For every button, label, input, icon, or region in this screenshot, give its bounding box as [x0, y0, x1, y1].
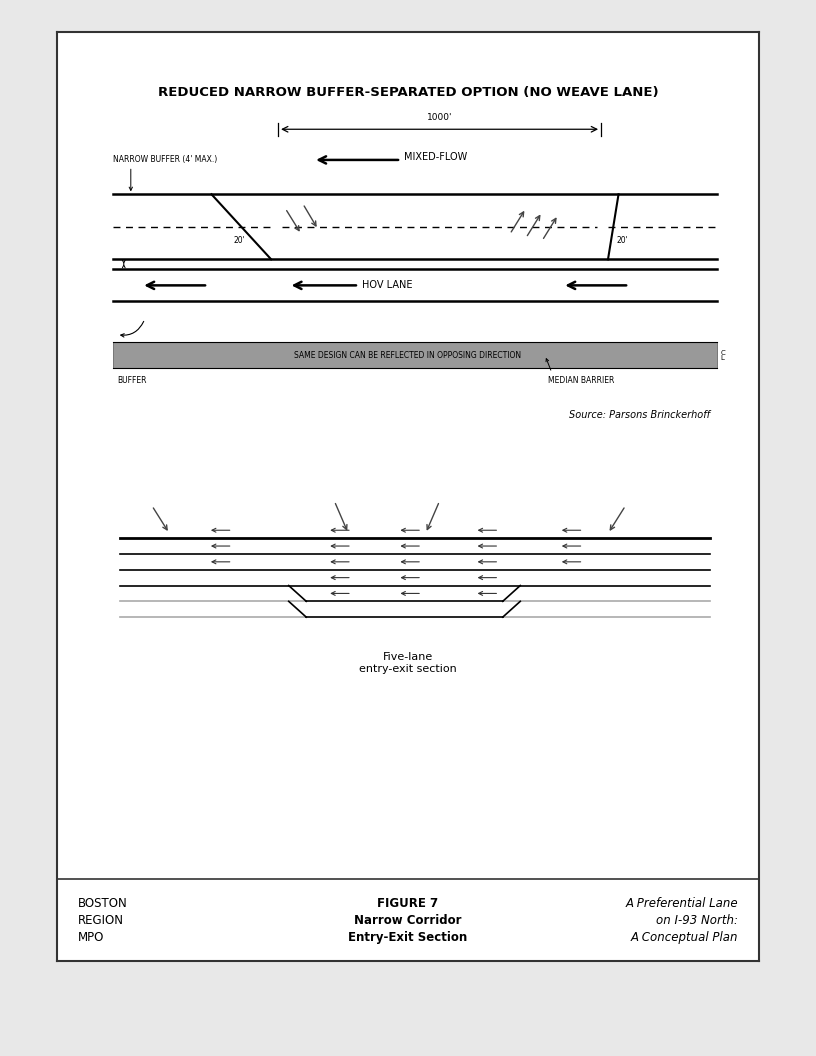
Text: 1000': 1000': [427, 113, 452, 121]
Text: 20': 20': [616, 237, 628, 245]
Text: HOV LANE: HOV LANE: [362, 281, 413, 290]
Text: MIXED-FLOW: MIXED-FLOW: [405, 152, 468, 163]
Text: A Preferential Lane
on I-93 North:
A Conceptual Plan: A Preferential Lane on I-93 North: A Con…: [625, 897, 738, 944]
Text: Five-lane
entry-exit section: Five-lane entry-exit section: [359, 653, 457, 674]
Text: MEDIAN BARRIER: MEDIAN BARRIER: [548, 376, 614, 384]
Text: FIGURE 7
Narrow Corridor
Entry-Exit Section: FIGURE 7 Narrow Corridor Entry-Exit Sect…: [348, 897, 468, 944]
Text: BOSTON
REGION
MPO: BOSTON REGION MPO: [78, 897, 128, 944]
Text: NARROW BUFFER (4' MAX.): NARROW BUFFER (4' MAX.): [113, 155, 218, 165]
Text: SAME DESIGN CAN BE REFLECTED IN OPPOSING DIRECTION: SAME DESIGN CAN BE REFLECTED IN OPPOSING…: [295, 351, 521, 360]
Text: REDUCED NARROW BUFFER-SEPARATED OPTION (NO WEAVE LANE): REDUCED NARROW BUFFER-SEPARATED OPTION (…: [157, 86, 659, 98]
Bar: [113, 342, 716, 369]
Text: 20': 20': [233, 237, 246, 245]
Text: C
L: C L: [721, 350, 725, 360]
Text: BUFFER: BUFFER: [117, 376, 146, 384]
Text: Source: Parsons Brinckerhoff: Source: Parsons Brinckerhoff: [569, 410, 710, 419]
